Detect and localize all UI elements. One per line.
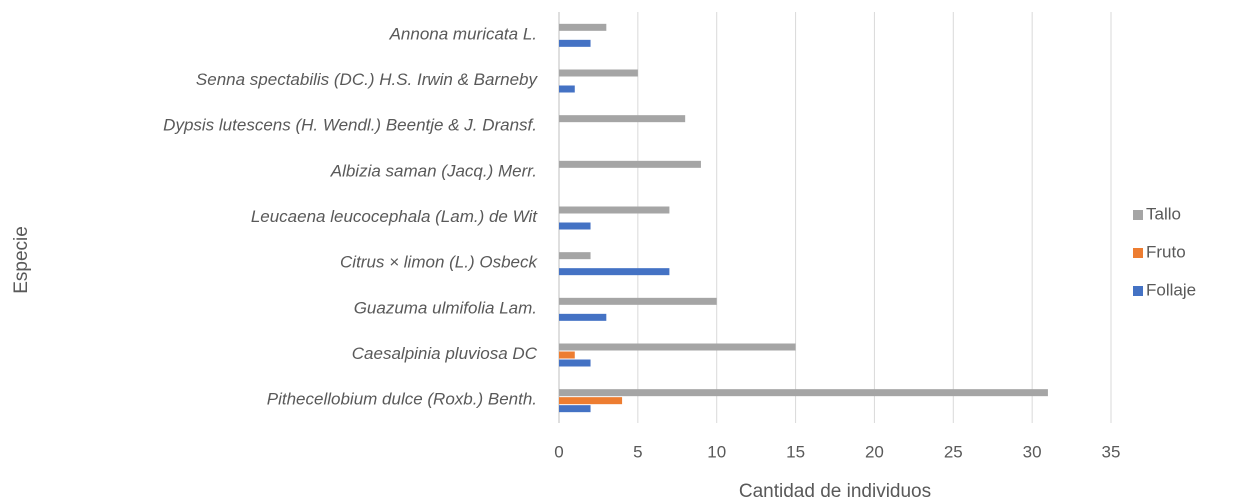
bar (559, 359, 591, 367)
bar (559, 389, 1048, 397)
bar (559, 206, 670, 214)
y-axis-title: Especie (11, 226, 32, 294)
bar (559, 85, 575, 93)
bar (559, 39, 591, 47)
bar (559, 115, 686, 123)
bar (559, 222, 591, 230)
bar (559, 160, 701, 168)
x-tick-label: 35 (1102, 442, 1121, 461)
bar (559, 351, 575, 359)
legend-label: Fruto (1146, 242, 1186, 261)
y-tick-label: Annona muricata L. (389, 24, 537, 43)
bar (559, 397, 623, 405)
bar (559, 343, 796, 351)
y-tick-label: Guazuma ulmifolia Lam. (354, 298, 537, 317)
y-tick-label: Pithecellobium dulce (Roxb.) Benth. (267, 390, 537, 409)
bar (559, 297, 717, 305)
bar (559, 69, 638, 77)
bar (559, 252, 591, 260)
y-tick-label: Citrus × limon (L.) Osbeck (340, 253, 538, 272)
bar (559, 268, 670, 276)
x-tick-label: 5 (633, 442, 642, 461)
x-tick-label: 0 (554, 442, 563, 461)
x-tick-label: 10 (707, 442, 726, 461)
bar (559, 23, 607, 31)
legend-label: Follaje (1146, 280, 1196, 299)
y-tick-label: Albizia saman (Jacq.) Merr. (330, 161, 537, 180)
legend-swatch (1133, 210, 1143, 220)
x-axis-title: Cantidad de individuos (739, 481, 931, 502)
y-tick-label: Caesalpinia pluviosa DC (352, 344, 538, 363)
legend-label: Tallo (1146, 204, 1181, 223)
legend-swatch (1133, 248, 1143, 258)
x-tick-label: 25 (944, 442, 963, 461)
x-tick-label: 20 (865, 442, 884, 461)
x-tick-label: 30 (1023, 442, 1042, 461)
bar (559, 405, 591, 413)
bar (559, 313, 607, 321)
legend-swatch (1133, 286, 1143, 296)
x-tick-label: 15 (786, 442, 805, 461)
y-tick-label: Leucaena leucocephala (Lam.) de Wit (251, 207, 538, 226)
y-tick-label: Dypsis lutescens (H. Wendl.) Beentje & J… (163, 116, 537, 135)
y-tick-label: Senna spectabilis (DC.) H.S. Irwin & Bar… (196, 70, 539, 89)
